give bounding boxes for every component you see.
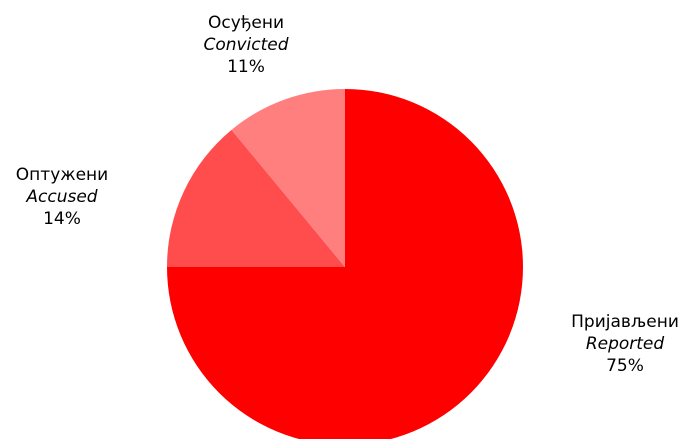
pie-slice-reported [167, 89, 523, 443]
slice-label-sr: Оптужени [15, 165, 109, 185]
slice-label-en: Accused [26, 187, 98, 207]
pie-slices [167, 89, 523, 443]
pie-slice-convicted [231, 89, 345, 267]
slice-label-sr: Осуђени [207, 13, 285, 33]
slice-label-convicted: Осуђени Convicted 11% [186, 12, 306, 78]
slice-label-sr: Пријављени [571, 312, 679, 332]
slice-label-accused: Оптужени Accused 14% [0, 164, 124, 230]
slice-label-en: Convicted [203, 35, 289, 55]
slice-label-en: Reported [585, 334, 665, 354]
slice-label-percent: 14% [43, 209, 81, 229]
slice-label-percent: 11% [227, 57, 265, 77]
slice-label-reported: Пријављени Reported 75% [560, 311, 690, 377]
pie-slice-accused [167, 129, 345, 267]
slice-label-percent: 75% [606, 356, 644, 376]
